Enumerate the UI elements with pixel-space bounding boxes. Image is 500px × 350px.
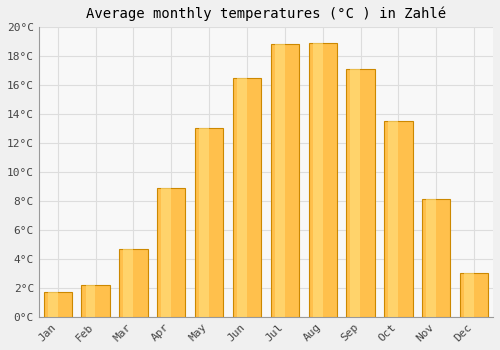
- Bar: [237, 78, 247, 317]
- Bar: [157, 188, 186, 317]
- Bar: [119, 248, 148, 317]
- Bar: [195, 128, 224, 317]
- Bar: [48, 292, 58, 317]
- Bar: [82, 285, 110, 317]
- Bar: [422, 199, 450, 317]
- Bar: [308, 43, 337, 317]
- Bar: [233, 78, 261, 317]
- Bar: [464, 273, 474, 317]
- Title: Average monthly temperatures (°C ) in Zahlé: Average monthly temperatures (°C ) in Za…: [86, 7, 446, 21]
- Bar: [275, 44, 284, 317]
- Bar: [270, 44, 299, 317]
- Bar: [124, 248, 134, 317]
- Bar: [426, 199, 436, 317]
- Bar: [44, 292, 72, 317]
- Bar: [384, 121, 412, 317]
- Bar: [346, 69, 375, 317]
- Bar: [350, 69, 360, 317]
- Bar: [161, 188, 171, 317]
- Bar: [312, 43, 322, 317]
- Bar: [86, 285, 96, 317]
- Bar: [460, 273, 488, 317]
- Bar: [388, 121, 398, 317]
- Bar: [199, 128, 209, 317]
